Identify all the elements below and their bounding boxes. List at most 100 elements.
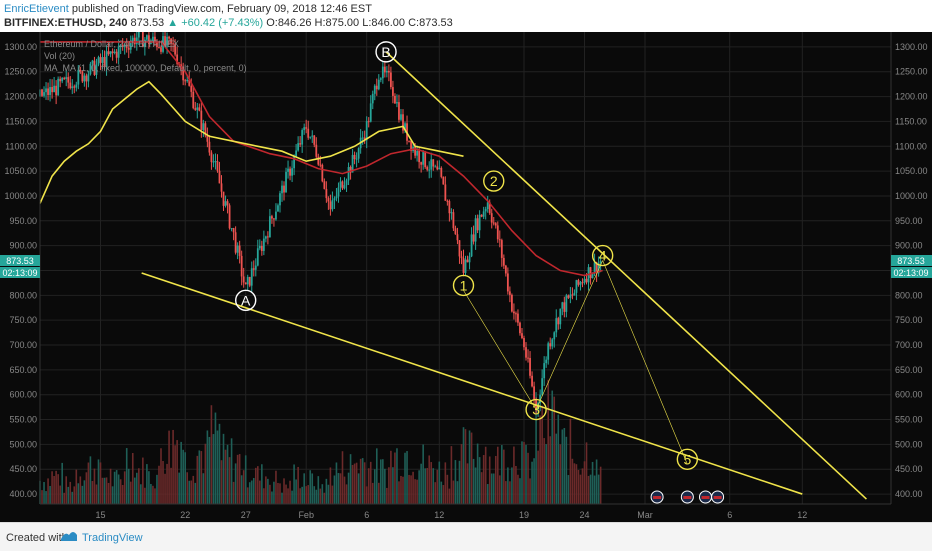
wave-label-circle — [676, 448, 699, 470]
candle-body — [331, 200, 334, 210]
x-tick-label: Mar — [637, 510, 653, 520]
candle-body — [527, 357, 529, 359]
y-tick-label-right: 550.00 — [895, 415, 923, 425]
volume-bar — [571, 458, 574, 504]
candle-body — [125, 44, 128, 48]
volume-bar — [144, 487, 146, 504]
candle-body — [591, 273, 594, 279]
volume-bar — [168, 430, 170, 504]
volume-bar — [83, 480, 86, 504]
candle-body — [593, 262, 596, 274]
candle-body — [305, 127, 308, 129]
volume-bar — [283, 478, 285, 504]
volume-bar — [400, 475, 402, 504]
volume-bar — [349, 454, 352, 504]
tradingview-logo-icon[interactable] — [60, 529, 78, 548]
candle-body — [321, 164, 324, 182]
y-tick-label-right: 650.00 — [895, 365, 923, 375]
volume-bar — [269, 484, 271, 504]
y-tick-label-left: 1050.00 — [4, 166, 37, 176]
candle-body — [351, 154, 354, 173]
volume-bar — [599, 466, 602, 504]
candle-body — [55, 85, 58, 96]
volume-bar — [509, 481, 511, 504]
volume-bar — [553, 396, 556, 504]
price-badge-right-text: 873.53 — [897, 256, 925, 266]
candle-body — [454, 228, 457, 235]
candle-body — [440, 167, 443, 177]
candle-body — [289, 168, 291, 176]
candle-body — [418, 150, 421, 163]
volume-bar — [382, 459, 384, 504]
volume-bar — [240, 475, 243, 504]
volume-bar — [49, 485, 51, 504]
wave-label-circle — [234, 289, 257, 311]
candle-body — [375, 85, 378, 90]
volume-bar — [127, 468, 130, 504]
volume-bar — [365, 486, 368, 504]
volume-bar — [384, 468, 386, 504]
candle-body — [472, 234, 475, 242]
volume-bar — [59, 485, 61, 504]
candle-body — [394, 95, 396, 104]
candle-body — [156, 41, 158, 48]
candle-body — [492, 222, 495, 224]
volume-bar — [85, 472, 88, 504]
volume-bar — [353, 463, 356, 504]
candle-body — [220, 183, 223, 192]
timer-badge-right-text: 02:13:09 — [893, 268, 928, 278]
volume-bar — [386, 487, 388, 504]
author-link[interactable]: EnricEtievent — [4, 3, 69, 15]
candle-body — [172, 43, 174, 45]
projection-line — [535, 260, 603, 410]
candle-body — [129, 42, 132, 50]
ma-fast-line — [40, 41, 603, 277]
candle-body — [281, 185, 283, 194]
candle-body — [45, 88, 47, 93]
candle-body — [357, 148, 360, 159]
candle-body — [369, 103, 372, 122]
candle-body — [208, 141, 211, 153]
volume-bar — [505, 481, 507, 504]
candle-body — [99, 57, 102, 63]
footer: Created with TradingView — [0, 522, 932, 551]
volume-bar — [557, 414, 560, 504]
volume-bar — [109, 468, 112, 504]
candle-body — [373, 85, 376, 94]
candle-body — [170, 38, 172, 44]
volume-bar — [252, 478, 255, 504]
volume-bar — [172, 429, 174, 504]
footer-brand-link[interactable]: TradingView — [82, 532, 143, 544]
volume-bar — [488, 456, 491, 504]
volume-bar — [75, 469, 78, 504]
volume-bar — [440, 481, 443, 504]
volume-bar — [200, 451, 203, 504]
candle-body — [442, 176, 445, 185]
candle-body — [474, 218, 477, 242]
candle-body — [81, 71, 84, 82]
candle-body — [127, 47, 130, 50]
candle-body — [121, 45, 124, 48]
volume-bar — [261, 464, 263, 504]
candle-body — [83, 75, 86, 82]
candle-body — [119, 45, 122, 47]
volume-bar — [416, 479, 418, 504]
volume-bar — [297, 466, 299, 504]
volume-bar — [361, 458, 364, 504]
candle-body — [196, 107, 199, 110]
candle-body — [101, 57, 104, 63]
volume-bar — [224, 449, 227, 504]
x-tick-label: 15 — [95, 510, 105, 520]
candle-body — [555, 318, 558, 333]
volume-bar — [537, 450, 539, 504]
volume-bar — [529, 478, 531, 504]
volume-bar — [309, 470, 312, 504]
candle-body — [490, 213, 493, 223]
projection-line — [602, 260, 688, 465]
candle-body — [216, 161, 219, 171]
x-tick-label: 19 — [519, 510, 529, 520]
volume-bar — [355, 462, 358, 504]
wave-label-circle — [452, 274, 475, 297]
